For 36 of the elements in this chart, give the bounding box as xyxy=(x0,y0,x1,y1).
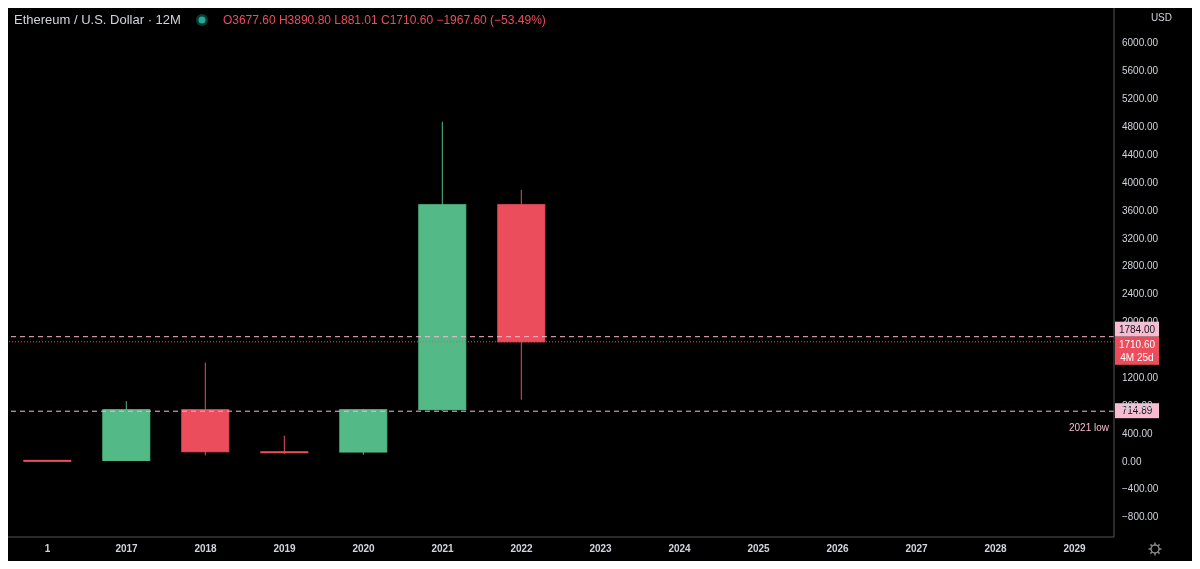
y-tick-label: 3200.00 xyxy=(1122,232,1159,244)
x-tick-label: 2025 xyxy=(747,543,771,555)
x-tick-label: 1 xyxy=(44,543,51,555)
x-tick-label: 2020 xyxy=(352,543,376,555)
x-tick-label: 2028 xyxy=(984,543,1008,555)
annotation: 2021 low xyxy=(1068,422,1110,434)
y-tick-label: 2800.00 xyxy=(1122,260,1159,272)
text: 4M 25d xyxy=(1120,351,1154,363)
annotation: O3677.60 H3890.80 L881.01 C1710.60 −1967.60 (−53.49%) xyxy=(222,12,546,27)
y-tick-label: 4800.00 xyxy=(1122,121,1159,133)
y-tick-label: 4000.00 xyxy=(1122,176,1159,188)
x-tick-label: 2029 xyxy=(1063,543,1087,555)
y-tick-label: 4400.00 xyxy=(1122,148,1159,160)
y-tick-label: −400.00 xyxy=(1122,483,1159,495)
y-tick-label: 0.00 xyxy=(1122,455,1142,467)
candlestick xyxy=(260,435,309,455)
x-tick-label: 2021 xyxy=(431,543,455,555)
y-tick-label: 5600.00 xyxy=(1122,65,1159,77)
y-tick-label: 1200.00 xyxy=(1122,371,1159,383)
y-tick-label: −800.00 xyxy=(1122,511,1159,523)
x-tick-label: 2018 xyxy=(194,543,218,555)
x-tick-label: 2022 xyxy=(510,543,534,555)
x-tick-label: 2017 xyxy=(115,543,139,555)
y-tick-label: 400.00 xyxy=(1122,427,1154,439)
y-tick-label: 3600.00 xyxy=(1122,204,1159,216)
x-tick-label: 2019 xyxy=(273,543,297,555)
x-tick-label: 2024 xyxy=(668,543,692,555)
ref-line-label: 1710.60 xyxy=(1118,338,1156,350)
y-axis-title: USD xyxy=(1150,12,1172,23)
y-tick-label: 6000.00 xyxy=(1122,37,1159,49)
x-tick-label: 2027 xyxy=(905,543,929,555)
x-tick-label: 2023 xyxy=(589,543,613,555)
x-tick-label: 2026 xyxy=(826,543,850,555)
chart-title: Ethereum / U.S. Dollar · 12M xyxy=(14,12,181,27)
y-tick-label: 5200.00 xyxy=(1122,93,1159,105)
y-tick-label: 2400.00 xyxy=(1122,288,1159,300)
